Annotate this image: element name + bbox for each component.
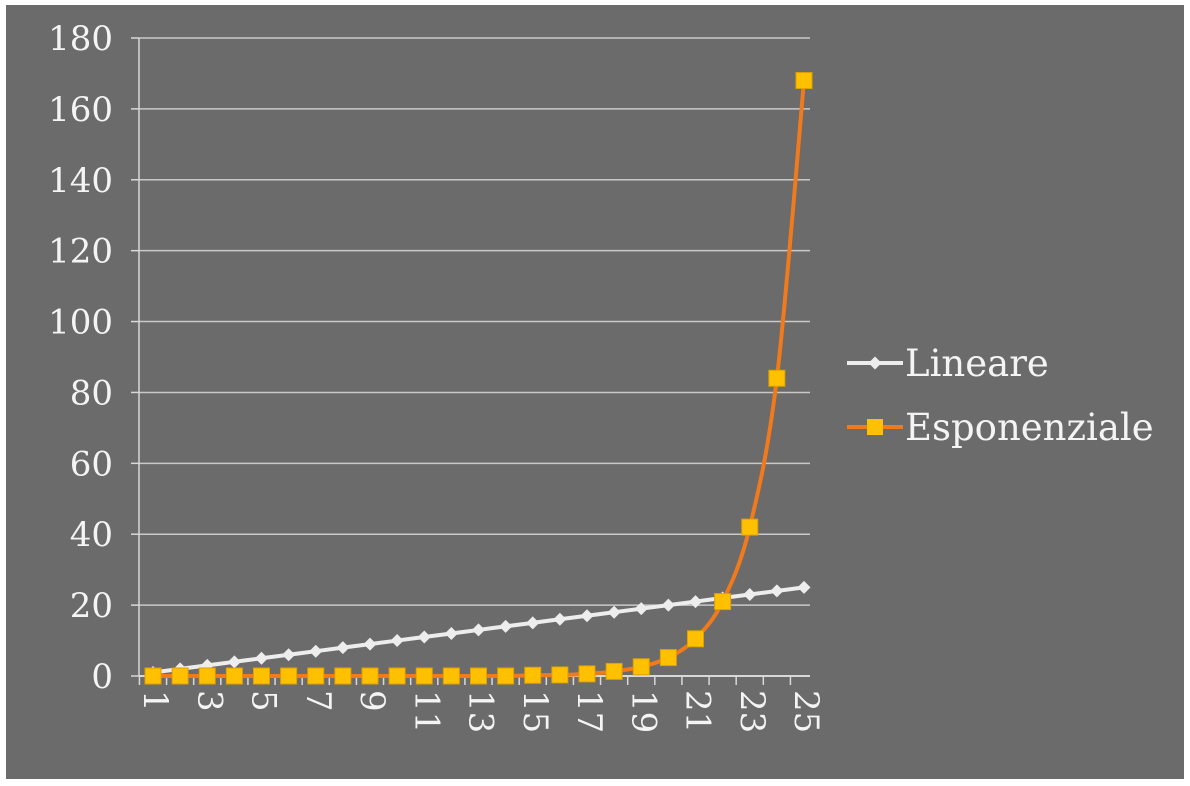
data-point-esponenziale <box>551 666 569 684</box>
data-point-esponenziale <box>714 593 732 611</box>
data-point-lineare <box>634 602 648 616</box>
chart-frame: 0 20 40 60 80 100 120 140 160 180 1 3 5 7 9 11 13 15 17 19… <box>6 5 1184 779</box>
data-point-lineare <box>661 598 675 612</box>
data-point-lineare <box>227 655 241 669</box>
legend-label: Lineare <box>905 342 1049 385</box>
legend-marker <box>867 419 883 435</box>
data-point-esponenziale <box>605 662 623 680</box>
x-tick-label: 21 <box>678 690 718 733</box>
data-point-lineare <box>390 634 404 648</box>
legend-marker <box>868 356 882 370</box>
y-tick-label: 20 <box>70 586 113 626</box>
x-tick-label: 25 <box>786 690 826 733</box>
x-tick-label: 17 <box>569 690 609 733</box>
data-point-lineare <box>336 641 350 655</box>
x-tick-label: 9 <box>352 690 392 712</box>
data-point-esponenziale <box>578 665 596 683</box>
data-point-lineare <box>689 595 702 609</box>
x-tick-label: 7 <box>298 690 338 712</box>
y-tick-label: 40 <box>70 515 113 555</box>
data-point-esponenziale <box>524 666 542 684</box>
y-tick-label: 120 <box>48 232 113 272</box>
data-point-esponenziale <box>768 369 786 387</box>
series <box>144 72 813 685</box>
series-line-esponenziale <box>151 78 806 679</box>
data-point-lineare <box>417 630 431 644</box>
legend-label: Esponenziale <box>905 406 1154 449</box>
data-point-esponenziale <box>225 667 243 685</box>
data-point-lineare <box>363 637 377 651</box>
x-tick-label: 13 <box>461 690 501 733</box>
data-point-esponenziale <box>442 667 460 685</box>
data-point-lineare <box>499 619 513 633</box>
data-point-esponenziale <box>741 518 759 536</box>
data-point-lineare <box>282 648 296 662</box>
gridlines <box>139 37 810 606</box>
data-point-lineare <box>553 612 567 626</box>
data-point-esponenziale <box>659 649 677 667</box>
x-tick-label: 5 <box>244 690 284 712</box>
data-point-lineare <box>770 584 784 598</box>
data-point-lineare <box>607 605 621 619</box>
legend: Lineare Esponenziale <box>847 342 1154 449</box>
data-point-esponenziale <box>687 630 704 648</box>
y-tick-labels: 0 20 40 60 80 100 120 140 160 180 <box>48 19 113 697</box>
data-point-lineare <box>255 651 268 665</box>
y-tick-label: 160 <box>48 90 113 130</box>
data-point-lineare <box>580 609 594 623</box>
y-tick-label: 0 <box>91 657 113 697</box>
axes <box>131 37 810 685</box>
data-point-esponenziale <box>415 667 433 685</box>
data-point-esponenziale <box>334 667 352 685</box>
data-point-esponenziale <box>198 667 216 685</box>
data-point-esponenziale <box>144 667 162 685</box>
x-tick-label: 3 <box>189 690 229 712</box>
y-tick-label: 100 <box>48 303 113 343</box>
data-point-esponenziale <box>388 667 406 685</box>
data-point-esponenziale <box>497 667 515 685</box>
data-point-esponenziale <box>632 658 650 676</box>
data-point-lineare <box>526 616 540 630</box>
x-tick-labels: 1 3 5 7 9 11 13 15 17 19 21 23 25 <box>135 690 826 733</box>
y-tick-label: 80 <box>70 373 113 413</box>
data-point-lineare <box>309 644 323 658</box>
data-point-esponenziale <box>280 667 298 685</box>
x-tick-label: 11 <box>406 690 446 733</box>
x-tick-label: 19 <box>623 690 663 733</box>
data-point-esponenziale <box>795 72 813 90</box>
data-point-lineare <box>472 623 485 637</box>
x-tick-label: 15 <box>515 690 555 733</box>
data-point-esponenziale <box>470 667 487 685</box>
data-point-lineare <box>797 580 811 594</box>
data-point-lineare <box>444 626 458 640</box>
legend-entry-esponenziale: Esponenziale <box>847 406 1154 449</box>
y-tick-label: 180 <box>48 19 113 59</box>
data-point-esponenziale <box>361 667 379 685</box>
data-point-lineare <box>743 587 757 601</box>
y-tick-label: 140 <box>48 161 113 201</box>
y-tick-label: 60 <box>70 444 113 484</box>
data-point-esponenziale <box>307 667 325 685</box>
x-tick-label: 23 <box>732 690 772 733</box>
x-tick-label: 1 <box>135 690 175 712</box>
data-point-esponenziale <box>171 667 189 685</box>
data-point-esponenziale <box>253 667 270 685</box>
legend-entry-lineare: Lineare <box>847 342 1049 385</box>
